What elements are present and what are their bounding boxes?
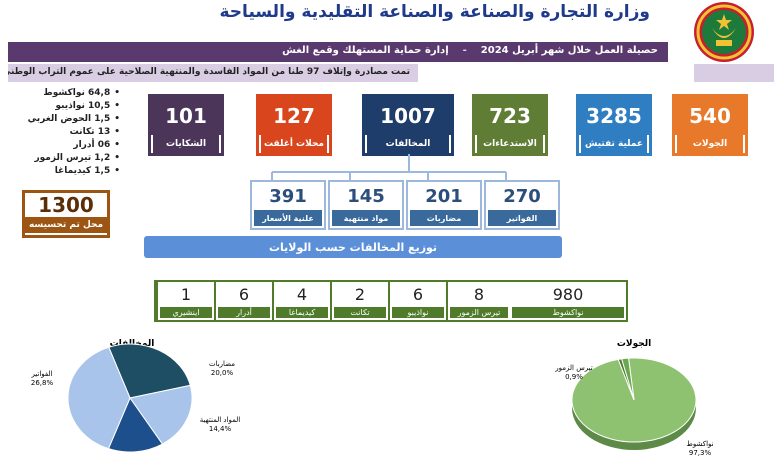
wilaya-value: 8: [473, 284, 485, 304]
kpi-label: الاستدعاءات: [477, 135, 543, 153]
wilaya-value: 6: [238, 284, 250, 304]
kpi-label: المخالفات: [367, 135, 449, 153]
seized-quantities-list: 64,8 نواكشوط 10,5 نواذيبو 1,5 الحوض الغر…: [10, 88, 120, 179]
kpi-value: 540: [675, 97, 745, 135]
breakdown-value: 270: [503, 185, 541, 207]
slice-percent: 14,4%: [209, 425, 232, 433]
kpi-value: 127: [259, 97, 329, 135]
pie-slice: [108, 343, 191, 399]
decorative-strip: [694, 64, 774, 82]
breakdown-tile: 145 مواد منتهية: [328, 180, 404, 230]
wilaya-value: 980: [552, 284, 584, 304]
breakdown-tile: 201 مضاربات: [406, 180, 482, 230]
wilaya-label: كيديماغا: [276, 306, 328, 318]
violations-pie-chart: المخالفاتالفواتير26,8%مضاربات20,0%المواد…: [30, 339, 241, 453]
wilaya-value: 6: [412, 284, 424, 304]
wilaya-cell: 1 اينشيري: [156, 282, 214, 320]
list-item: 1,2 تيرس الزمور: [10, 153, 120, 166]
breakdown-value: 145: [347, 185, 385, 207]
wilaya-cell: 980 نواكشوط: [510, 282, 626, 320]
slice-percent: 26,8%: [31, 379, 54, 387]
kpi-label: محلات أغلقت: [261, 135, 327, 153]
connector-lines: [271, 154, 507, 180]
pie-slice: [129, 384, 193, 445]
slice-percent: 0,9%: [565, 373, 583, 381]
breakdown-label: علنية الأسعار: [254, 210, 322, 226]
national-emblem-logo: [694, 2, 754, 62]
pie-slice: [621, 357, 635, 401]
kpi-tile: 3285 عملية تفتيش: [576, 94, 652, 156]
wilaya-label: تيرس الزمور: [450, 306, 508, 318]
kpi-label: الجولات: [677, 135, 743, 153]
kpi-value: 101: [151, 97, 221, 135]
report-subtitle-bar: حصيلة العمل خلال شهر أبريل 2024 - إدارة …: [8, 42, 668, 62]
kpi-tile: 1007 المخالفات: [362, 94, 454, 156]
kpi-value: 723: [475, 97, 545, 135]
wilaya-cell: 2 تكانت: [330, 282, 388, 320]
wilaya-label: تكانت: [334, 306, 386, 318]
slice-percent: 20,0%: [211, 369, 234, 377]
wilaya-value: 4: [296, 284, 308, 304]
wilaya-cell: 8 تيرس الزمور: [446, 282, 510, 320]
sites-label: محل تم تحسيسه: [25, 217, 107, 233]
wilaya-value: 2: [354, 284, 366, 304]
wilaya-label: أدرار: [218, 306, 270, 318]
slice-label: مضاربات: [209, 360, 235, 368]
slice-label: نواكشوط: [686, 440, 713, 448]
page-title: وزارة التجارة والصناعة والصناعة التقليدي…: [219, 2, 651, 22]
distribution-title: توزيع المخالفات حسب الولايات: [144, 236, 562, 258]
slice-percent: 97,3%: [689, 449, 712, 457]
breakdown-tile: 391 علنية الأسعار: [250, 180, 326, 230]
kpi-tile: 127 محلات أغلقت: [256, 94, 332, 156]
kpi-label: عملية تفتيش: [581, 135, 647, 153]
list-item: 06 أدرار: [10, 140, 120, 153]
kpi-value: 3285: [579, 97, 649, 135]
breakdown-tile: 270 الفواتير: [484, 180, 560, 230]
slice-label: المواد المنتهية: [200, 416, 241, 424]
pie-slice: [107, 396, 164, 453]
separator-dash: -: [462, 45, 467, 56]
pie-slice: [67, 346, 131, 450]
wilaya-cell: 6 أدرار: [214, 282, 272, 320]
wilaya-label: نواكشوط: [512, 306, 624, 318]
wilaya-cell: 6 نواذيبو: [388, 282, 446, 320]
list-item: 64,8 نواكشوط: [10, 88, 120, 101]
list-item: 1,5 الحوض الغربي: [10, 114, 120, 127]
seizure-note: تمت مصادرة وإتلاف 97 طنا من المواد الفاس…: [8, 64, 418, 82]
report-period: حصيلة العمل خلال شهر أبريل 2024: [480, 45, 658, 56]
kpi-tile: 540 الجولات: [672, 94, 748, 156]
list-item: 10,5 نواذيبو: [10, 101, 120, 114]
kpi-label: الشكايات: [153, 135, 219, 153]
breakdown-label: مواد منتهية: [332, 210, 400, 226]
sites-value: 1300: [38, 193, 94, 217]
wilaya-cell: 4 كيديماغا: [272, 282, 330, 320]
list-item: 13 تكانت: [10, 127, 120, 140]
sites-awareness-box: 1300 محل تم تحسيسه: [22, 190, 110, 238]
wilaya-distribution-table: 1 اينشيري 6 أدرار 4 كيديماغا 2 تكانت 6 نواذيبو 8 تي…: [154, 280, 628, 322]
kpi-tile: 723 الاستدعاءات: [472, 94, 548, 156]
breakdown-value: 391: [269, 185, 307, 207]
slice-label: تيرس الزمور: [554, 364, 592, 372]
wilaya-label: اينشيري: [160, 306, 212, 318]
list-item: 1,5 كيديماغا: [10, 166, 120, 179]
kpi-tile: 101 الشكايات: [148, 94, 224, 156]
department-name: إدارة حماية المستهلك وقمع الغش: [282, 45, 449, 56]
breakdown-value: 201: [425, 185, 463, 207]
chart-title: الجولات: [617, 339, 651, 349]
wilaya-value: 1: [180, 284, 192, 304]
breakdown-label: مضاربات: [410, 210, 478, 226]
slice-label: الفواتير: [30, 370, 52, 378]
kpi-value: 1007: [365, 97, 451, 135]
breakdown-label: الفواتير: [488, 210, 556, 226]
wilaya-label: نواذيبو: [392, 306, 444, 318]
